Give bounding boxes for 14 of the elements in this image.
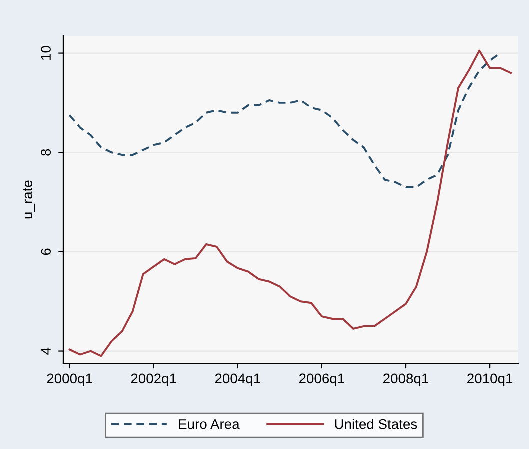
x-tick-label: 2010q1 [468, 374, 513, 386]
legend-label: Euro Area [179, 420, 240, 430]
x-tick-label: 2002q1 [131, 374, 176, 386]
x-tick-label: 2000q1 [47, 374, 92, 386]
y-tick-label: 4 [41, 348, 51, 355]
y-tick-label: 10 [41, 46, 52, 60]
x-tick-label: 2004q1 [215, 374, 260, 386]
y-tick-label: 6 [41, 248, 52, 256]
x-tick-label: 2008q1 [384, 374, 428, 386]
x-tick-label: 2006q1 [299, 374, 344, 386]
legend-label: United States [335, 419, 418, 430]
line-series [68, 50, 512, 358]
y-axis-title: u_rate [23, 180, 36, 219]
y-tick-label: 8 [41, 149, 52, 156]
